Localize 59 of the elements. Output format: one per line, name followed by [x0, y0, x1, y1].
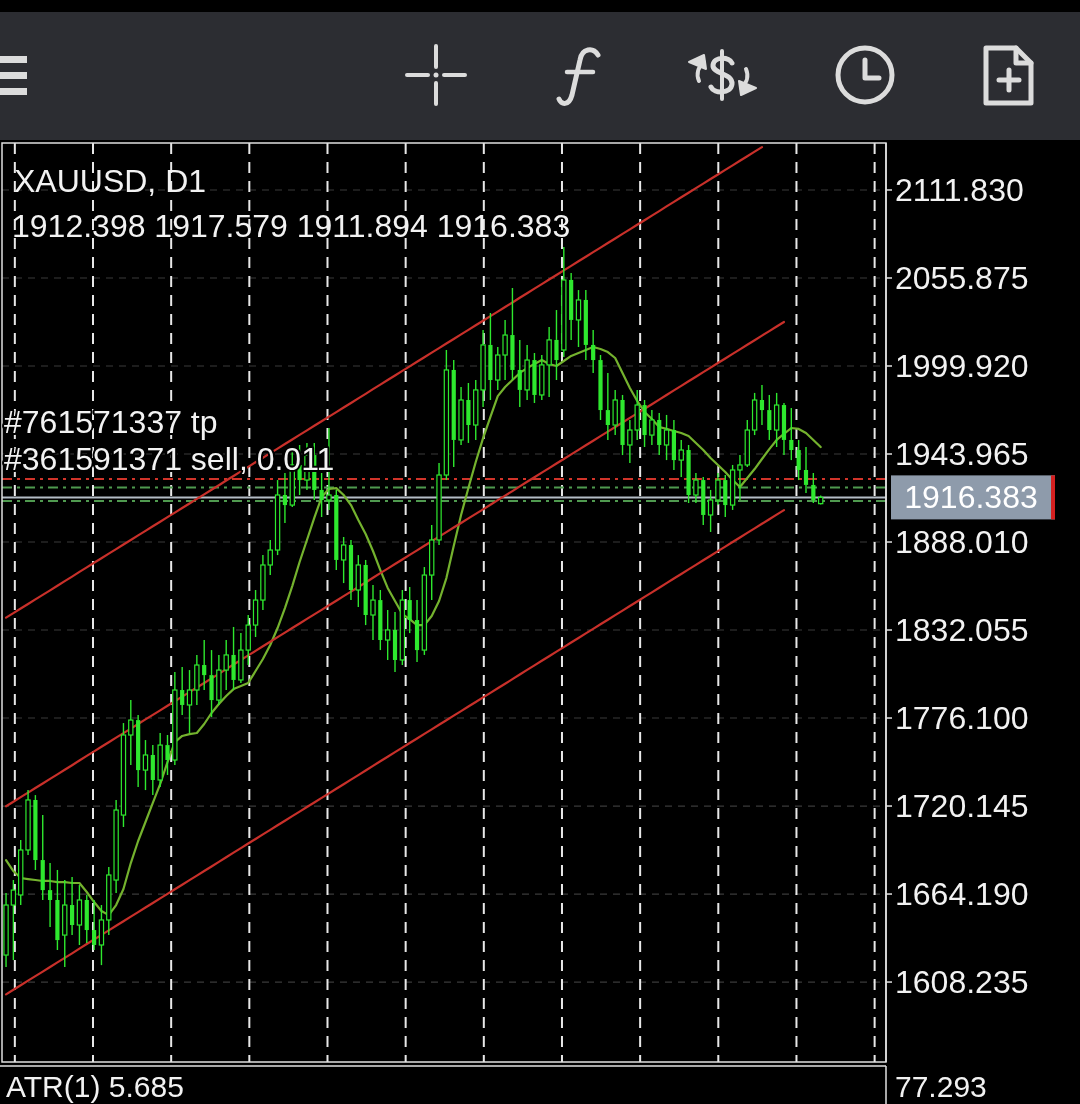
y-tick-label: 1943.965: [895, 436, 1029, 472]
candlestick: [282, 472, 288, 524]
line-series: [4, 345, 822, 917]
candlestick: [480, 329, 486, 408]
candlestick: [803, 446, 809, 494]
candlestick: [649, 409, 655, 446]
candlestick: [715, 472, 721, 506]
candlestick: [128, 699, 134, 766]
y-tick-label: 1776.100: [895, 700, 1029, 737]
candlestick: [136, 714, 141, 788]
line-series: [4, 509, 786, 996]
y-tick-label: 1608.235: [895, 964, 1029, 1001]
candlestick: [157, 732, 163, 788]
candlestick: [384, 609, 391, 661]
candlestick: [180, 666, 185, 716]
y-tick-label: 1999.920: [895, 347, 1029, 384]
y-tick-label: 1888.010: [895, 524, 1029, 561]
candlestick: [172, 671, 178, 766]
candlestick: [569, 272, 574, 341]
candlestick: [186, 669, 193, 734]
candlestick: [47, 862, 53, 928]
candlestick: [92, 899, 97, 951]
candlestick: [612, 389, 618, 436]
candlestick: [194, 654, 200, 706]
candlestick: [202, 639, 207, 691]
text: ATR(1) 5.685: [6, 1070, 184, 1103]
candlestick: [693, 472, 699, 504]
candlestick: [524, 344, 530, 401]
y-tick-label: 1832.055: [895, 612, 1029, 649]
text: 77.293: [895, 1070, 987, 1103]
candlestick: [591, 329, 596, 374]
candlestick: [414, 599, 420, 663]
candlestick: [69, 876, 75, 936]
candlestick: [25, 789, 31, 856]
text: 1912.398 1917.579 1911.894 1916.383: [12, 208, 571, 244]
candlestick: [150, 744, 155, 796]
candlestick: [605, 372, 610, 441]
candlestick: [458, 386, 464, 446]
candlestick: [554, 309, 559, 381]
y-tick-label: 1664.190: [895, 876, 1029, 913]
candlestick: [392, 611, 398, 673]
candlestick: [781, 402, 787, 456]
candlestick: [488, 312, 493, 401]
candlestick: [62, 879, 68, 968]
candlestick: [671, 419, 676, 471]
ref-line-label: #761571337 tp: [4, 403, 218, 440]
ref-line-label: 1916.383: [904, 479, 1038, 516]
candlestick: [348, 539, 354, 601]
candlestick: [370, 584, 376, 641]
candlestick: [436, 462, 442, 546]
candlestick: [583, 289, 588, 361]
candlestick: [561, 246, 567, 358]
candlestick: [759, 384, 765, 426]
text: XAUUSD, D1: [14, 163, 207, 199]
y-tick-label: 2055.875: [895, 259, 1029, 296]
candlestick: [737, 454, 743, 501]
y-tick-label: 2111.830: [895, 171, 1024, 208]
y-tick-label: 1720.145: [895, 788, 1029, 825]
candlestick: [3, 892, 9, 968]
